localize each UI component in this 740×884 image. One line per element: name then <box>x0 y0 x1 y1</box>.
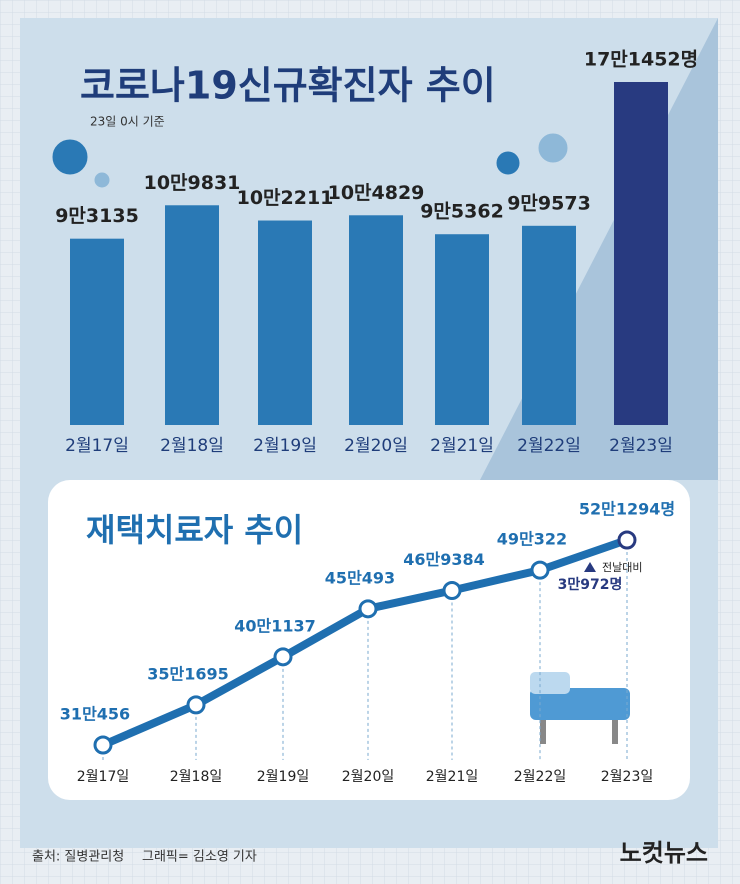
category-label: 2월21일 <box>430 436 494 456</box>
category-label: 2월19일 <box>257 769 309 785</box>
category-label: 2월20일 <box>342 769 394 785</box>
value-label: 9만9573 <box>507 192 591 214</box>
annotation-label: 전날대비 <box>602 561 642 574</box>
bar-subtitle: 23일 0시 기준 <box>90 115 165 129</box>
bar <box>522 225 576 425</box>
point <box>617 530 637 550</box>
logo: 노컷뉴스 <box>620 839 708 867</box>
value-label: 10만9831 <box>144 172 241 194</box>
category-label: 2월21일 <box>426 769 478 785</box>
line-panel <box>48 480 690 800</box>
line-title: 재택치료자 추이 <box>86 511 303 549</box>
value-label: 35만1695 <box>147 664 229 683</box>
category-label: 2월19일 <box>253 436 317 456</box>
category-label: 2월17일 <box>65 436 129 456</box>
category-label: 2월20일 <box>344 436 408 456</box>
value-label: 9만3135 <box>55 205 139 227</box>
category-label: 2월23일 <box>609 436 673 456</box>
value-label: 9만5362 <box>420 201 504 223</box>
bar <box>435 234 489 425</box>
point <box>186 695 206 715</box>
point <box>442 580 462 600</box>
credit: 그래픽= 김소영 기자 <box>142 850 257 865</box>
category-label: 2월18일 <box>170 769 222 785</box>
value-label: 17만1452명 <box>584 49 698 71</box>
value-label: 52만1294명 <box>579 500 675 519</box>
annotation-value: 3만972명 <box>558 576 623 593</box>
category-label: 2월22일 <box>514 769 566 785</box>
bar <box>349 215 403 425</box>
point <box>530 560 550 580</box>
value-label: 49만322 <box>497 530 567 549</box>
value-label: 46만9384 <box>403 550 485 569</box>
category-label: 2월22일 <box>517 436 581 456</box>
source: 출처: 질병관리청 <box>32 850 124 865</box>
value-label: 10만2211 <box>237 187 334 209</box>
category-label: 2월17일 <box>77 769 129 785</box>
value-label: 31만456 <box>60 705 130 724</box>
virus-icons <box>52 133 568 188</box>
point <box>273 647 293 667</box>
point <box>93 735 113 755</box>
bar <box>258 220 312 425</box>
category-label: 2월18일 <box>160 436 224 456</box>
up-arrow <box>584 562 596 572</box>
bar <box>614 82 668 425</box>
value-label: 10만4829 <box>328 182 425 204</box>
bed-icon <box>530 672 630 744</box>
value-label: 45만493 <box>325 568 395 587</box>
bar <box>70 238 124 425</box>
point <box>358 599 378 619</box>
bar <box>165 205 219 425</box>
category-label: 2월23일 <box>601 769 653 785</box>
value-label: 40만1137 <box>234 616 316 635</box>
bar-title: 코로나19신규확진자 추이 <box>80 64 496 108</box>
